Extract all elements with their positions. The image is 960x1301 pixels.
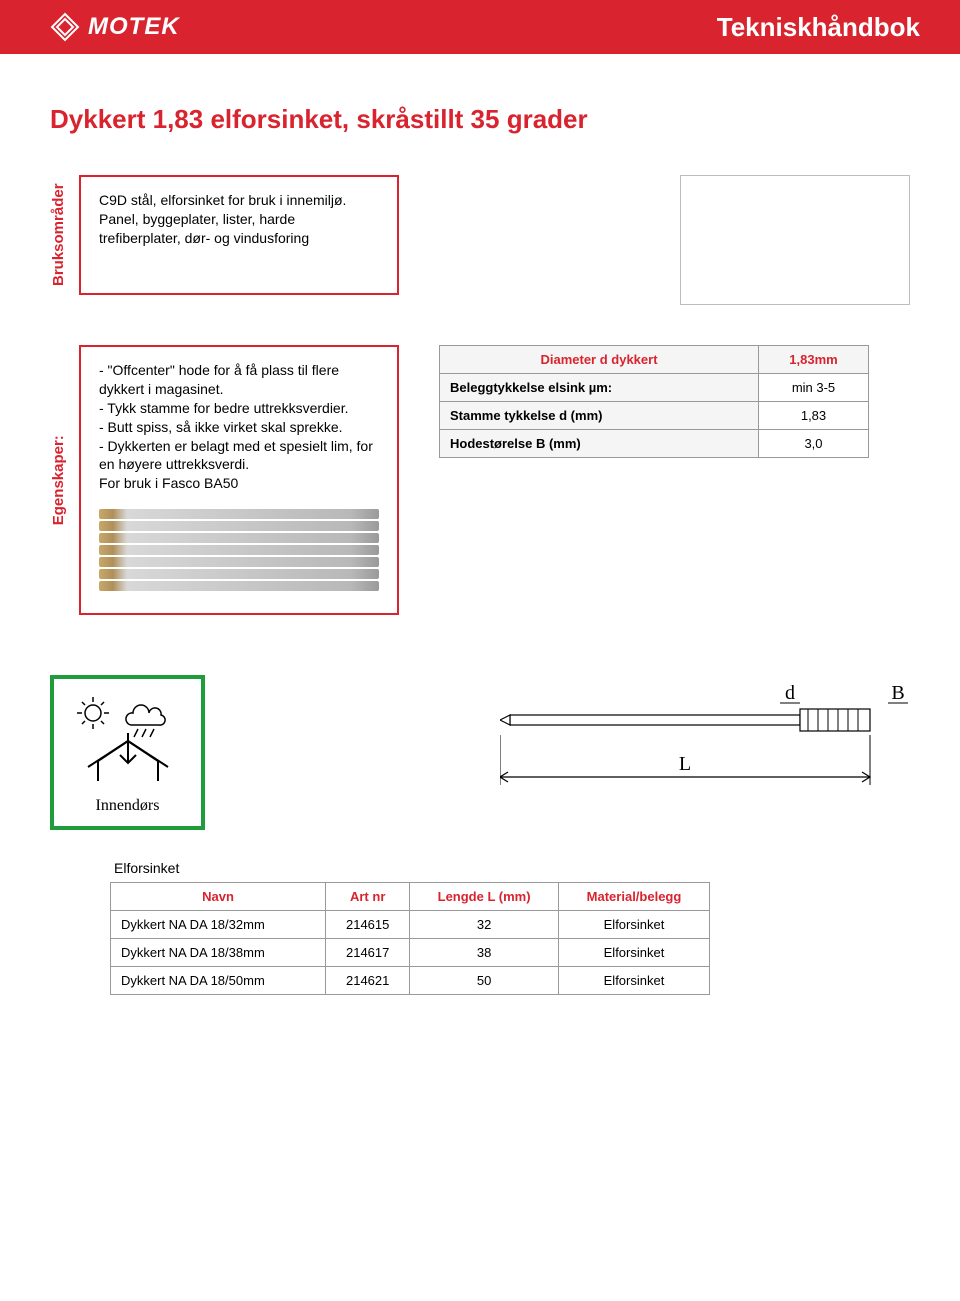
properties-row: Egenskaper: - "Offcenter" hode for å få … [50, 345, 910, 615]
product-row: Dykkert NA DA 18/38mm 214617 38 Elforsin… [111, 939, 710, 967]
cell-material: Elforsinket [558, 939, 709, 967]
product-table: Navn Art nr Lengde L (mm) Material/beleg… [110, 882, 710, 995]
bottom-row: Innendørs d [50, 675, 910, 830]
col-material: Material/belegg [558, 883, 709, 911]
spec-row: Hodestørelse B (mm) 3,0 [440, 430, 869, 458]
product-table-caption: Elforsinket [114, 860, 910, 876]
brand-name: MOTEK [88, 13, 180, 41]
usage-text-box: C9D stål, elforsinket for bruk i innemil… [79, 175, 399, 295]
brand-logo: MOTEK [50, 12, 180, 42]
cell-navn: Dykkert NA DA 18/50mm [111, 967, 326, 995]
product-row: Dykkert NA DA 18/32mm 214615 32 Elforsin… [111, 911, 710, 939]
spec-table: Diameter d dykkert 1,83mm Beleggtykkelse… [439, 345, 869, 458]
cell-material: Elforsinket [558, 967, 709, 995]
placeholder-image-box [680, 175, 910, 305]
cell-navn: Dykkert NA DA 18/38mm [111, 939, 326, 967]
spec-row: Beleggtykkelse elsink µm: min 3-5 [440, 374, 869, 402]
indoor-box: Innendørs [50, 675, 205, 830]
usage-text: C9D stål, elforsinket for bruk i innemil… [99, 191, 379, 248]
cell-navn: Dykkert NA DA 18/32mm [111, 911, 326, 939]
cell-artnr: 214617 [326, 939, 410, 967]
spec-value: min 3-5 [759, 374, 869, 402]
spec-table-header: Diameter d dykkert 1,83mm [440, 346, 869, 374]
product-stack-image [99, 509, 379, 599]
product-table-wrap: Elforsinket Navn Art nr Lengde L (mm) Ma… [110, 860, 910, 995]
spec-label: Hodestørelse B (mm) [440, 430, 759, 458]
spec-row: Stamme tykkelse d (mm) 1,83 [440, 402, 869, 430]
usage-label: Bruksområder [50, 175, 67, 295]
product-table-header: Navn Art nr Lengde L (mm) Material/beleg… [111, 883, 710, 911]
indoor-label: Innendørs [96, 797, 160, 815]
spec-value: 1,83 [759, 402, 869, 430]
properties-box: - "Offcenter" hode for å få plass til fl… [79, 345, 399, 615]
properties-text: - "Offcenter" hode for å få plass til fl… [99, 361, 379, 493]
col-navn: Navn [111, 883, 326, 911]
cell-artnr: 214621 [326, 967, 410, 995]
spec-header-right: 1,83mm [759, 346, 869, 374]
header-title: Tekniskhåndbok [717, 12, 920, 43]
spec-label: Stamme tykkelse d (mm) [440, 402, 759, 430]
indoor-icon [68, 691, 188, 791]
spec-value: 3,0 [759, 430, 869, 458]
dimension-diagram: d B L [500, 685, 910, 830]
diagram-b-label: B [891, 685, 904, 704]
spec-label: Beleggtykkelse elsink µm: [440, 374, 759, 402]
properties-label: Egenskaper: [50, 345, 67, 615]
usage-row: Bruksområder C9D stål, elforsinket for b… [50, 175, 910, 305]
properties-block: Egenskaper: - "Offcenter" hode for å få … [50, 345, 399, 615]
cell-lengde: 32 [410, 911, 559, 939]
dimension-svg: d B L [500, 685, 910, 825]
spec-header-left: Diameter d dykkert [440, 346, 759, 374]
product-title: Dykkert 1,83 elforsinket, skråstillt 35 … [50, 104, 910, 135]
col-lengde: Lengde L (mm) [410, 883, 559, 911]
usage-block: Bruksområder C9D stål, elforsinket for b… [50, 175, 399, 295]
diagram-d-label: d [785, 685, 795, 704]
cell-material: Elforsinket [558, 911, 709, 939]
diagram-l-label: L [679, 753, 691, 775]
header-bar: MOTEK Tekniskhåndbok [0, 0, 960, 54]
page-content: Dykkert 1,83 elforsinket, skråstillt 35 … [0, 54, 960, 1035]
col-artnr: Art nr [326, 883, 410, 911]
product-row: Dykkert NA DA 18/50mm 214621 50 Elforsin… [111, 967, 710, 995]
cell-lengde: 50 [410, 967, 559, 995]
cell-lengde: 38 [410, 939, 559, 967]
brand-mark-icon [50, 12, 80, 42]
cell-artnr: 214615 [326, 911, 410, 939]
